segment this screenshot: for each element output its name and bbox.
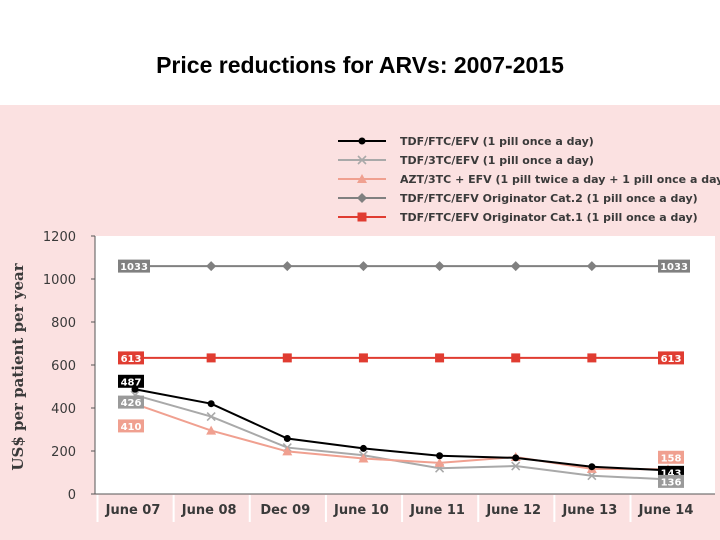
series-line-1 xyxy=(134,394,669,481)
data-label: 426 xyxy=(121,398,142,409)
data-label: 136 xyxy=(661,477,682,488)
legend-label-3: TDF/FTC/EFV Originator Cat.2 (1 pill onc… xyxy=(400,192,698,205)
data-point xyxy=(206,353,216,363)
data-point xyxy=(359,444,367,452)
legend-label-4: TDF/FTC/EFV Originator Cat.1 (1 pill onc… xyxy=(400,211,698,224)
y-tick-label: 1200 xyxy=(43,230,76,245)
data-point xyxy=(206,412,216,422)
legend-marker-2 xyxy=(357,174,367,183)
data-point xyxy=(207,400,215,408)
plot-area xyxy=(95,236,715,494)
data-point xyxy=(511,353,521,363)
data-point xyxy=(282,353,292,363)
data-label-box xyxy=(658,474,684,488)
x-tick-label: June 08 xyxy=(181,503,237,518)
data-point xyxy=(358,261,369,272)
data-label: 143 xyxy=(661,468,682,479)
x-tick-label: June 10 xyxy=(333,503,389,518)
data-point xyxy=(588,463,596,471)
legend-marker-3 xyxy=(357,193,367,203)
data-label: 1033 xyxy=(120,262,148,273)
y-tick-label: 600 xyxy=(51,359,76,374)
data-label: 158 xyxy=(661,453,682,464)
data-point xyxy=(434,457,445,467)
data-point xyxy=(206,425,217,435)
data-point xyxy=(436,452,444,460)
x-tick-label: Dec 09 xyxy=(260,503,310,518)
y-tick-label: 1000 xyxy=(43,273,76,288)
data-label-box xyxy=(118,419,144,433)
legend-marker-4 xyxy=(357,212,367,222)
data-point xyxy=(435,353,445,363)
data-label-box xyxy=(658,450,684,464)
data-point xyxy=(434,261,445,272)
y-axis-label: US$ per patient per year xyxy=(9,262,27,470)
data-label: 613 xyxy=(121,354,142,365)
data-label: 410 xyxy=(121,422,142,433)
data-label-box xyxy=(118,395,144,409)
data-point xyxy=(358,453,369,463)
x-tick-label: June 07 xyxy=(105,503,161,518)
data-label-box xyxy=(118,351,144,365)
legend-label-0: TDF/FTC/EFV (1 pill once a day) xyxy=(400,135,594,148)
data-point xyxy=(512,454,520,462)
data-point xyxy=(283,435,291,443)
chart-title: Price reductions for ARVs: 2007-2015 xyxy=(156,52,564,78)
data-label-box xyxy=(118,259,150,273)
y-tick-label: 800 xyxy=(51,316,76,331)
legend-marker-1 xyxy=(357,155,367,165)
data-point xyxy=(282,446,293,456)
data-label: 487 xyxy=(121,377,142,388)
x-tick-label: June 14 xyxy=(638,503,694,518)
y-tick-label: 400 xyxy=(51,402,76,417)
data-point xyxy=(586,261,597,272)
data-point xyxy=(358,353,368,363)
data-label-box xyxy=(118,374,144,388)
y-tick-label: 200 xyxy=(51,445,76,460)
series-line-0 xyxy=(134,388,669,472)
legend-marker-0 xyxy=(358,137,366,145)
series-line-2 xyxy=(134,402,669,471)
legend-label-2: AZT/3TC + EFV (1 pill twice a day + 1 pi… xyxy=(400,173,720,186)
data-point xyxy=(206,261,217,272)
data-point xyxy=(510,261,521,272)
x-tick-label: June 13 xyxy=(561,503,617,518)
legend-label-1: TDF/3TC/EFV (1 pill once a day) xyxy=(400,154,594,167)
data-label-box xyxy=(658,259,690,273)
y-tick-label: 0 xyxy=(68,488,76,503)
data-point xyxy=(587,471,597,481)
x-tick-label: June 11 xyxy=(409,503,465,518)
data-point xyxy=(282,261,293,272)
data-point xyxy=(511,461,521,471)
data-label: 613 xyxy=(661,354,682,365)
data-label-box xyxy=(658,351,684,365)
data-point xyxy=(587,353,597,363)
data-label: 1033 xyxy=(660,262,688,273)
x-tick-label: June 12 xyxy=(485,503,541,518)
